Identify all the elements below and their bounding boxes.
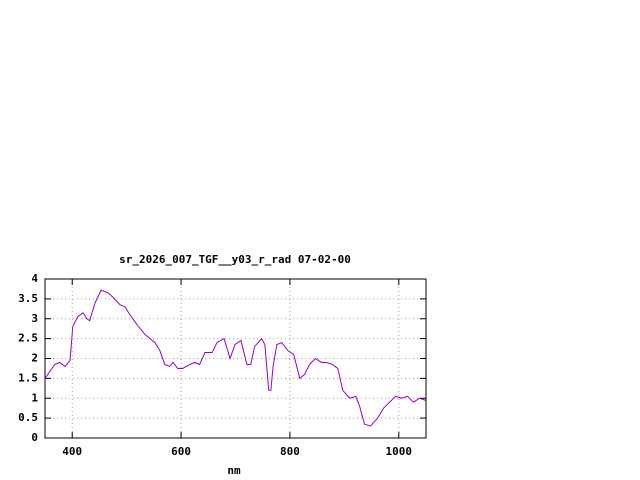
y-tick-label: 0.5: [18, 411, 38, 424]
plot-frame: [44, 278, 427, 439]
y-tick-label: 3: [31, 312, 38, 325]
data-line: [44, 289, 426, 427]
x-tick-label: 400: [62, 445, 82, 458]
y-tick-label: 3.5: [18, 292, 38, 305]
y-tick-label: 0: [31, 431, 38, 444]
x-axis-label: nm: [227, 464, 241, 477]
x-tick-label: 600: [171, 445, 191, 458]
y-tick-label: 4: [31, 272, 38, 285]
chart-title: sr_2026_007_TGF__y03_r_rad 07-02-00: [119, 253, 351, 266]
y-tick-label: 1: [31, 391, 38, 404]
y-tick-label: 1.5: [18, 371, 38, 384]
x-tick-label: 1000: [386, 445, 413, 458]
y-tick-label: 2: [31, 352, 38, 365]
x-tick-label: 800: [280, 445, 300, 458]
y-tick-label: 2.5: [18, 332, 38, 345]
